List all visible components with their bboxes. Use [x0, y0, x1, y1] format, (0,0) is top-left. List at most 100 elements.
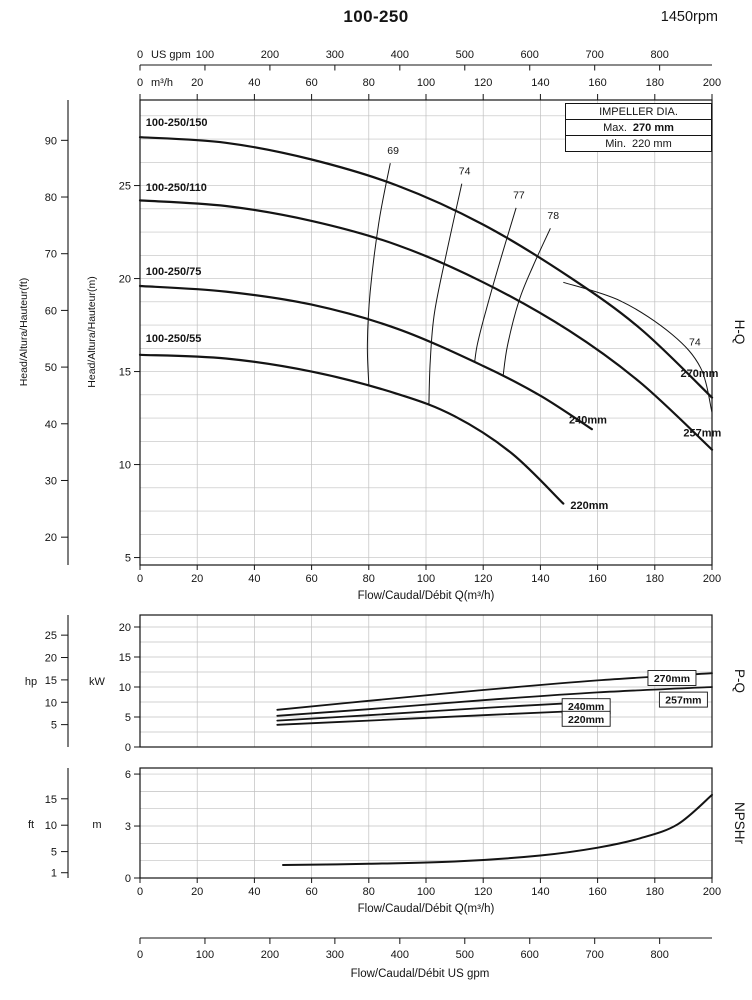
- gpm-tick-label: 200: [261, 949, 279, 961]
- efficiency-curve-69: [366, 163, 391, 385]
- power-curve-257mm: [276, 686, 713, 717]
- model-label: 100-250/150: [146, 117, 208, 129]
- m3h-unit-label: m³/h: [151, 77, 173, 89]
- power-curve-240mm: [276, 701, 593, 722]
- efficiency-label: 69: [387, 145, 399, 157]
- page-title: 100-250: [343, 7, 409, 26]
- y-axis-title-m: Head/Altura/Hauteur(m): [86, 276, 98, 387]
- curve-270mm: [138, 136, 714, 399]
- outer-tick-label: 20: [45, 532, 57, 544]
- inner-tick-label: 15: [119, 652, 131, 664]
- outer-tick-label: 50: [45, 362, 57, 374]
- power-curve-270mm: [276, 672, 713, 711]
- efficiency-label: 74: [689, 337, 701, 349]
- gpm-tick-label: 200: [261, 49, 279, 61]
- outer-tick-label: 10: [45, 820, 57, 832]
- model-label: 100-250/75: [146, 266, 202, 278]
- efficiency-curve-74: [563, 281, 713, 413]
- x-tick-label: 200: [703, 886, 721, 898]
- outer-tick-label: 30: [45, 475, 57, 487]
- x-tick-label: 120: [474, 573, 492, 585]
- m3h-tick-label: 120: [474, 77, 492, 89]
- gpm-tick-label: 500: [456, 49, 474, 61]
- x-tick-label: 180: [646, 573, 664, 585]
- power-label: 257mm: [665, 695, 701, 707]
- pq-chart: 0 5 10 15 20 kW 5 10 15 20 25 hp 270mm 257mm 240mm220m…: [25, 614, 747, 754]
- power-label: 220mm: [568, 714, 604, 726]
- gpm-tick-label: 300: [326, 949, 344, 961]
- outer-tick-label: 15: [45, 794, 57, 806]
- outer-tick-label: 80: [45, 192, 57, 204]
- x-tick-label: 20: [191, 886, 203, 898]
- inner-tick-label: 5: [125, 712, 131, 724]
- impeller-min-row: Min. 220 mm: [566, 135, 711, 151]
- curve-240mm: [138, 284, 593, 431]
- outer-tick-label: 25: [45, 630, 57, 642]
- npshr-curve: [282, 793, 713, 866]
- power-label: 240mm: [568, 701, 604, 713]
- efficiency-label: 74: [459, 165, 471, 177]
- x-tick-label: 80: [363, 573, 375, 585]
- x-tick-label: 180: [646, 886, 664, 898]
- outer-tick-label: 90: [45, 135, 57, 147]
- efficiency-label: 78: [547, 210, 559, 222]
- outer-tick-label: 1: [51, 868, 57, 880]
- outer-tick-label: 5: [51, 720, 57, 732]
- x-tick-label: 100: [417, 573, 435, 585]
- outer-tick-label: 20: [45, 653, 57, 665]
- curve-220mm: [138, 353, 565, 505]
- gpm-tick-label: 800: [650, 49, 668, 61]
- diameter-label: 240mm: [569, 415, 607, 427]
- x-tick-label: 60: [305, 573, 317, 585]
- efficiency-curve-77: [474, 207, 517, 363]
- gpm-axis-title: Flow/Caudal/Débit US gpm: [351, 968, 490, 980]
- y-axis-title-m: m: [92, 819, 101, 831]
- gpm-tick-label: 500: [456, 949, 474, 961]
- x-tick-label: 200: [703, 573, 721, 585]
- curve-257mm: [138, 199, 714, 451]
- gpm-tick-label: 100: [196, 49, 214, 61]
- gpm-tick-label: 0: [137, 49, 143, 61]
- gpm-tick-label: 800: [650, 949, 668, 961]
- diameter-label: 270mm: [681, 368, 719, 380]
- power-label-box: [658, 691, 708, 708]
- x-axis-title: Flow/Caudal/Débit Q(m³/h): [358, 590, 495, 602]
- m3h-tick-label: 200: [703, 77, 721, 89]
- gpm-unit-label: US gpm: [151, 49, 191, 61]
- gpm-tick-label: 0: [137, 949, 143, 961]
- m3h-tick-label: 60: [305, 77, 317, 89]
- outer-tick-label: 10: [45, 697, 57, 709]
- x-tick-label: 160: [588, 886, 606, 898]
- impeller-max-label: Max.: [603, 122, 627, 134]
- y-axis-title-ft: Head/Altura/Hauteur(ft): [18, 278, 30, 387]
- x-axis-title: Flow/Caudal/Débit Q(m³/h): [358, 903, 495, 915]
- outer-tick-label: 60: [45, 305, 57, 317]
- side-label-NPSHr: NPSHr: [732, 802, 747, 845]
- gpm-tick-label: 400: [391, 949, 409, 961]
- model-label: 100-250/110: [146, 182, 207, 194]
- x-tick-label: 20: [191, 573, 203, 585]
- rpm-label: 1450rpm: [660, 9, 718, 25]
- x-tick-label: 0: [137, 886, 143, 898]
- model-label: 100-250/55: [146, 333, 202, 345]
- x-tick-label: 140: [531, 886, 549, 898]
- gpm-tick-label: 100: [196, 949, 214, 961]
- gpm-tick-label: 700: [586, 49, 604, 61]
- m3h-tick-label: 0: [137, 77, 143, 89]
- x-tick-label: 100: [417, 886, 435, 898]
- inner-tick-label: 5: [125, 553, 131, 565]
- impeller-max-row: Max. 270 mm: [566, 120, 711, 135]
- x-tick-label: 80: [363, 886, 375, 898]
- efficiency-curve-74: [428, 183, 463, 406]
- x-tick-label: 40: [248, 886, 260, 898]
- x-tick-label: 140: [531, 573, 549, 585]
- inner-tick-label: 6: [125, 769, 131, 781]
- power-label-box: [561, 710, 611, 727]
- diameter-label: 257mm: [683, 428, 721, 440]
- inner-tick-label: 0: [125, 873, 131, 885]
- side-label-H-Q: H-Q: [732, 320, 747, 345]
- efficiency-label: 77: [513, 190, 525, 202]
- gpm-tick-label: 600: [521, 949, 539, 961]
